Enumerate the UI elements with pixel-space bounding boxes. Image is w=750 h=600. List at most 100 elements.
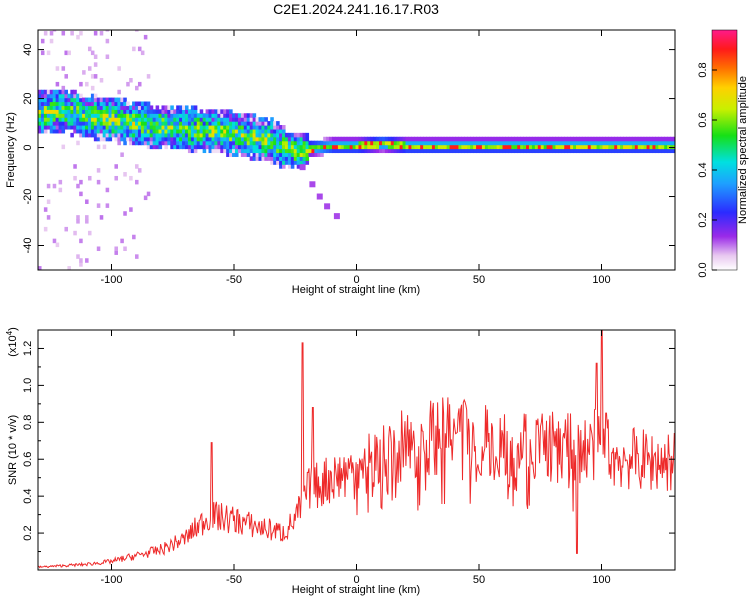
- heatmap-cell: [229, 117, 233, 122]
- heatmap-cell: [76, 113, 80, 118]
- heatmap-cell: [270, 121, 274, 126]
- heatmap-cell: [628, 140, 633, 146]
- heatmap-cell: [496, 144, 501, 150]
- heatmap-cell: [246, 144, 251, 150]
- heatmap-cell: [332, 148, 336, 154]
- heatmap-cell: [190, 148, 195, 154]
- heatmap-cell: [293, 148, 298, 154]
- heatmap-cell: [135, 125, 139, 130]
- x-tick-label: 50: [473, 574, 485, 586]
- heatmap-cell: [390, 136, 395, 142]
- heatmap-cell: [258, 140, 263, 146]
- heatmap-cell: [85, 258, 89, 263]
- heatmap-cell: [508, 140, 512, 146]
- heatmap-cell: [126, 81, 130, 87]
- heatmap-cell: [284, 144, 289, 150]
- heatmap-cell: [182, 140, 186, 146]
- heatmap-cell: [484, 140, 489, 146]
- heatmap-cell: [449, 136, 454, 142]
- heatmap-cell: [282, 156, 286, 161]
- heatmap-branch-cell: [309, 181, 316, 188]
- y-tick-label: -20: [22, 189, 34, 205]
- heatmap-cell: [214, 132, 218, 138]
- heatmap-cell: [614, 136, 618, 142]
- heatmap-cell: [135, 121, 139, 126]
- heatmap-cell: [129, 140, 133, 146]
- heatmap-cell: [349, 144, 354, 150]
- heatmap-cell: [514, 144, 518, 150]
- heatmap-cell: [202, 128, 207, 134]
- heatmap-cell: [55, 128, 60, 134]
- heatmap-cell: [214, 125, 218, 130]
- heatmap-cell: [470, 148, 474, 154]
- heatmap-cell: [408, 148, 412, 154]
- y-tick-label: -40: [22, 238, 34, 254]
- heatmap-cell: [370, 144, 374, 150]
- heatmap-cell: [540, 148, 545, 154]
- heatmap-cell: [152, 113, 157, 118]
- heatmap-cell: [437, 148, 442, 154]
- heatmap-cell: [346, 136, 351, 142]
- heatmap-cell: [58, 121, 63, 126]
- heatmap-cell: [423, 148, 427, 154]
- heatmap-cell: [296, 152, 301, 157]
- heatmap-cell: [531, 140, 536, 146]
- heatmap-cell: [299, 136, 304, 142]
- heatmap-cell: [249, 144, 254, 150]
- heatmap-cell: [117, 136, 121, 142]
- heatmap-cell: [164, 136, 168, 142]
- heatmap-cell: [496, 140, 501, 146]
- heatmap-cell: [161, 125, 166, 130]
- heatmap-cell: [93, 93, 98, 99]
- heatmap-cell: [505, 144, 509, 150]
- heatmap-cell: [93, 54, 98, 60]
- heatmap-cell: [129, 125, 133, 130]
- heatmap-cell: [446, 144, 451, 150]
- heatmap-cell: [58, 117, 63, 122]
- heatmap-cell: [182, 136, 186, 142]
- heatmap-cell: [196, 132, 201, 138]
- heatmap-cell: [114, 97, 118, 103]
- heatmap-cell: [232, 148, 236, 154]
- heatmap-cell: [355, 136, 360, 142]
- heatmap-cell: [232, 140, 236, 146]
- heatmap-cell: [40, 117, 45, 122]
- heatmap-cell: [578, 136, 583, 142]
- heatmap-cell: [179, 128, 183, 134]
- heatmap-cell: [126, 109, 130, 114]
- heatmap-cell: [546, 144, 551, 150]
- heatmap-cell: [252, 136, 257, 142]
- heatmap-cell: [293, 132, 298, 138]
- heatmap-cell: [276, 140, 280, 146]
- y-tick-label: 1.2: [22, 341, 34, 356]
- heatmap-cell: [264, 144, 268, 150]
- heatmap-cell: [143, 101, 148, 107]
- heatmap-cell: [73, 109, 77, 114]
- heatmap-cell: [158, 109, 163, 114]
- heatmap-cell: [99, 125, 104, 130]
- heatmap-cell: [226, 117, 230, 122]
- heatmap-cell: [137, 81, 142, 87]
- heatmap-cell: [246, 152, 251, 157]
- heatmap-cell: [76, 109, 80, 114]
- heatmap-cell: [270, 136, 274, 142]
- heatmap-cell: [61, 66, 66, 71]
- heatmap-cell: [223, 144, 227, 150]
- heatmap-cell: [426, 140, 430, 146]
- heatmap-cell: [164, 128, 168, 134]
- heatmap-cell: [223, 148, 227, 154]
- heatmap-cell: [143, 132, 148, 138]
- heatmap-cell: [208, 140, 213, 146]
- heatmap-cell: [526, 136, 530, 142]
- heatmap-cell: [105, 128, 110, 134]
- heatmap-cell: [187, 140, 192, 146]
- heatmap-cell: [237, 148, 242, 154]
- heatmap-cell: [193, 105, 198, 110]
- heatmap-cell: [279, 164, 283, 169]
- heatmap-cell: [82, 113, 86, 118]
- heatmap-cell: [76, 215, 80, 220]
- heatmap-cell: [70, 101, 74, 107]
- heatmap-cell: [79, 238, 83, 244]
- heatmap-cell: [634, 148, 639, 154]
- heatmap-cell: [667, 136, 671, 142]
